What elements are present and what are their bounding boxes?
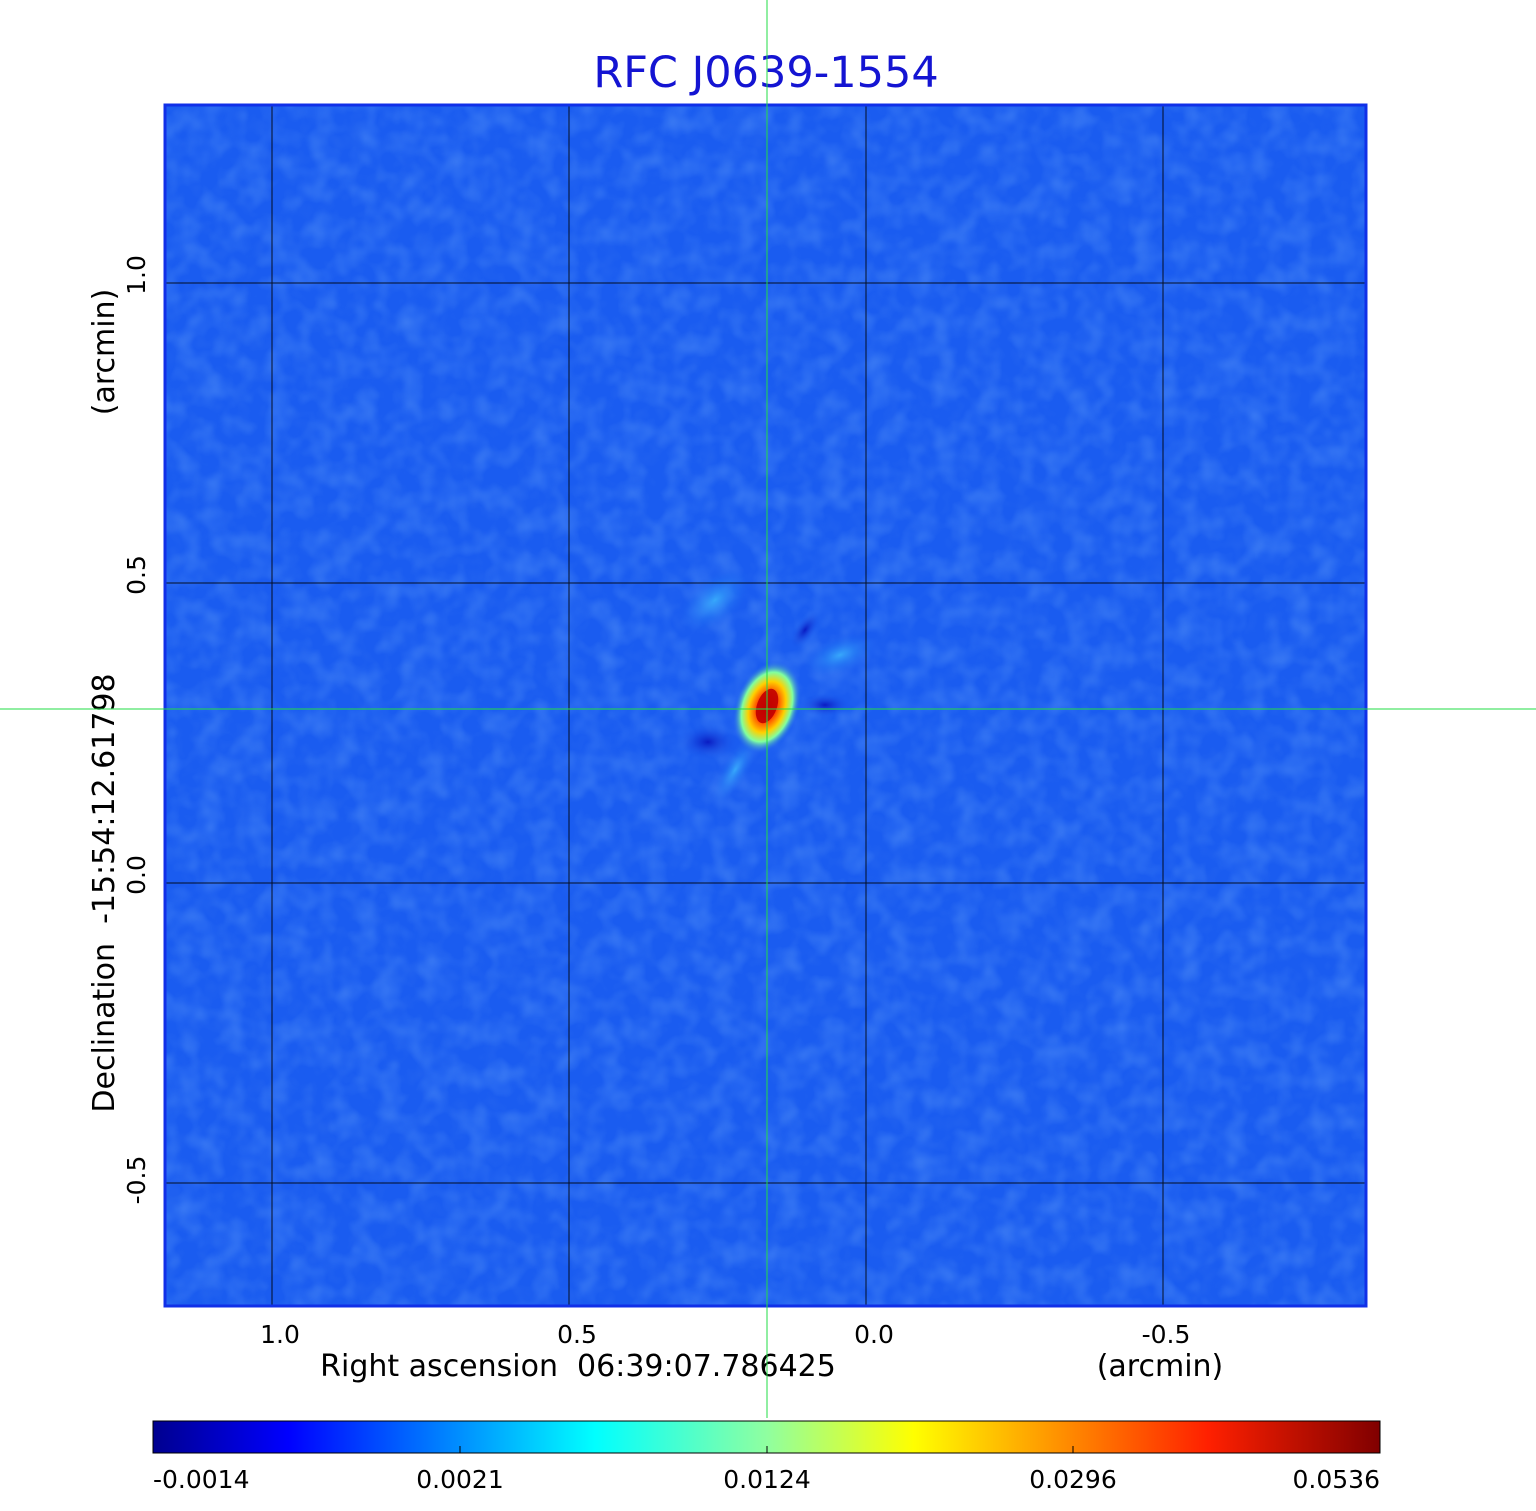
x-tick-label: 0.5 bbox=[557, 1320, 597, 1349]
colorbar-tick-label: 0.0021 bbox=[416, 1465, 503, 1494]
sidelobe-glow-lower bbox=[711, 734, 759, 806]
figure-title: RFC J0639-1554 bbox=[593, 48, 938, 98]
y-tick-label: 1.0 bbox=[122, 255, 151, 295]
map-frame bbox=[163, 103, 1368, 1308]
x-tick-label: 0.0 bbox=[854, 1320, 894, 1349]
negative-lobe-right bbox=[799, 693, 851, 717]
sidelobe-glow-right bbox=[801, 631, 879, 679]
radio-image-map bbox=[165, 105, 1366, 1306]
negative-lobe-left bbox=[678, 724, 738, 760]
crosshair bbox=[0, 0, 1536, 1418]
y-axis-label: Declination -15:54:12.61798 bbox=[87, 673, 122, 1112]
x-axis-unit: (arcmin) bbox=[1097, 1349, 1224, 1384]
y-tick-label: -0.5 bbox=[122, 1156, 151, 1205]
y-tick-label: 0.5 bbox=[122, 555, 151, 595]
y-tick-label: 0.0 bbox=[122, 855, 151, 895]
colorbar-tick-label: 0.0536 bbox=[1293, 1465, 1380, 1494]
colorbar-tick-label: 0.0124 bbox=[723, 1465, 810, 1494]
x-tick-label: -0.5 bbox=[1142, 1320, 1191, 1349]
coordinate-grid bbox=[165, 105, 1366, 1306]
colorbar-tick-label: 0.0296 bbox=[1029, 1465, 1116, 1494]
colorbar-tick-label: -0.0014 bbox=[153, 1465, 250, 1494]
colorbar-ticks bbox=[459, 1446, 1074, 1453]
x-axis-label: Right ascension 06:39:07.786425 bbox=[320, 1349, 836, 1384]
x-tick-label: 1.0 bbox=[260, 1320, 300, 1349]
negative-lobe-upper bbox=[789, 611, 821, 649]
y-axis-unit: (arcmin) bbox=[87, 289, 122, 416]
